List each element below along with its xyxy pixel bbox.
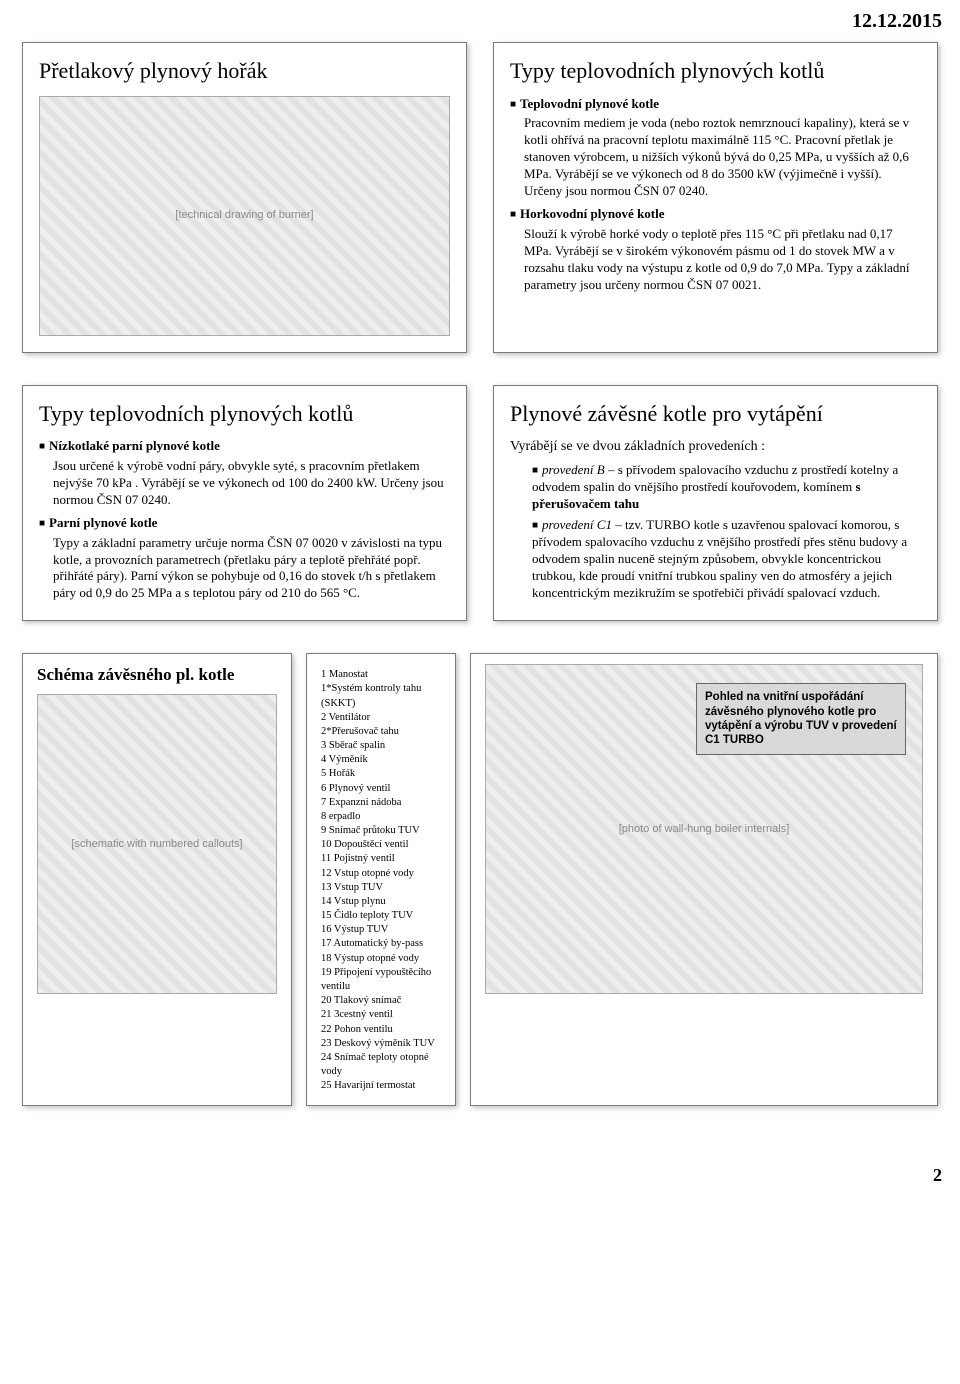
parni-heading: Parní plynové kotle [39, 515, 450, 532]
provedeni-c1: provedení C1 – tzv. TURBO kotle s uzavře… [532, 517, 921, 601]
provedeni-b-label: provedení B [542, 462, 605, 477]
panel-boiler-photo: [photo of wall-hung boiler internals] Po… [470, 653, 938, 1106]
parni-text: Typy a základní parametry určuje norma Č… [53, 535, 450, 603]
panel-boiler-types-2: Typy teplovodních plynových kotlů Nízkot… [22, 385, 467, 622]
legend-item: 15 Čidlo teploty TUV [321, 909, 441, 923]
boiler-photo-alt: [photo of wall-hung boiler internals] [619, 822, 790, 836]
legend-item: 17 Automatický by-pass [321, 937, 441, 951]
row-3: Schéma závěsného pl. kotle [schematic wi… [22, 653, 938, 1106]
boiler-types-2-title: Typy teplovodních plynových kotlů [39, 400, 450, 429]
legend-item: 25 Havarijní termostat [321, 1079, 441, 1093]
legend-item: 1*Systém kontroly tahu (SKKT) [321, 682, 441, 710]
legend-item: 22 Pohon ventilu [321, 1023, 441, 1037]
nizkotlake-text: Jsou určené k výrobě vodní páry, obvykle… [53, 458, 450, 509]
legend-item: 8 erpadlo [321, 810, 441, 824]
boiler-photo: [photo of wall-hung boiler internals] Po… [485, 664, 923, 994]
legend-item: 2 Ventilátor [321, 711, 441, 725]
legend-item: 14 Vstup plynu [321, 895, 441, 909]
panel-schema: Schéma závěsného pl. kotle [schematic wi… [22, 653, 292, 1106]
page-body: Přetlakový plynový hořák [technical draw… [0, 36, 960, 1158]
panel-wall-boilers: Plynové závěsné kotle pro vytápění Vyráb… [493, 385, 938, 622]
legend-item: 6 Plynový ventil [321, 782, 441, 796]
schema-title: Schéma závěsného pl. kotle [37, 664, 277, 686]
teplovodni-text: Pracovním mediem je voda (nebo roztok ne… [524, 115, 921, 199]
horkovodni-text: Slouží k výrobě horké vody o teplotě pře… [524, 226, 921, 294]
teplovodni-heading: Teplovodní plynové kotle [510, 96, 921, 113]
boiler-types-1-title: Typy teplovodních plynových kotlů [510, 57, 921, 86]
schema-image: [schematic with numbered callouts] [37, 694, 277, 994]
legend-item: 10 Dopouštěcí ventil [321, 838, 441, 852]
legend-item: 13 Vstup TUV [321, 881, 441, 895]
horkovodni-heading: Horkovodní plynové kotle [510, 206, 921, 223]
legend-item: 24 Snímač teploty otopné vody [321, 1051, 441, 1079]
panel-boiler-types-1: Typy teplovodních plynových kotlů Teplov… [493, 42, 938, 353]
legend-item: 4 Výměník [321, 753, 441, 767]
legend-item: 18 Výstup otopné vody [321, 952, 441, 966]
row-1: Přetlakový plynový hořák [technical draw… [22, 42, 938, 353]
legend-item: 1 Manostat [321, 668, 441, 682]
legend-list: 1 Manostat1*Systém kontroly tahu (SKKT)2… [321, 664, 441, 1093]
provedeni-c1-label: provedení C1 [542, 517, 612, 532]
wall-boilers-title: Plynové závěsné kotle pro vytápění [510, 400, 921, 429]
row-2: Typy teplovodních plynových kotlů Nízkot… [22, 385, 938, 622]
provedeni-b: provedení B – s přívodem spalovacího vzd… [532, 462, 921, 513]
panel-burner: Přetlakový plynový hořák [technical draw… [22, 42, 467, 353]
burner-image: [technical drawing of burner] [39, 96, 450, 336]
legend-item: 3 Sběrač spalin [321, 739, 441, 753]
legend-item: 7 Expanzní nádoba [321, 796, 441, 810]
panel-legend: 1 Manostat1*Systém kontroly tahu (SKKT)2… [306, 653, 456, 1106]
boiler-photo-caption: Pohled na vnitřní uspořádání závěsného p… [696, 683, 906, 755]
legend-item: 23 Deskový výměník TUV [321, 1037, 441, 1051]
legend-item: 21 3cestný ventil [321, 1008, 441, 1022]
legend-item: 11 Pojistný ventil [321, 852, 441, 866]
legend-item: 9 Snímač průtoku TUV [321, 824, 441, 838]
legend-item: 5 Hořák [321, 767, 441, 781]
nizkotlake-heading: Nízkotlaké parní plynové kotle [39, 438, 450, 455]
legend-item: 19 Připojení vypouštěcího ventilu [321, 966, 441, 994]
page-number: 2 [0, 1158, 960, 1197]
wall-boilers-intro: Vyrábějí se ve dvou základních provedení… [510, 438, 921, 456]
date-header: 12.12.2015 [0, 0, 960, 36]
legend-item: 16 Výstup TUV [321, 923, 441, 937]
legend-item: 12 Vstup otopné vody [321, 867, 441, 881]
legend-item: 2*Přerušovač tahu [321, 725, 441, 739]
burner-title: Přetlakový plynový hořák [39, 57, 450, 86]
legend-item: 20 Tlakový snímač [321, 994, 441, 1008]
